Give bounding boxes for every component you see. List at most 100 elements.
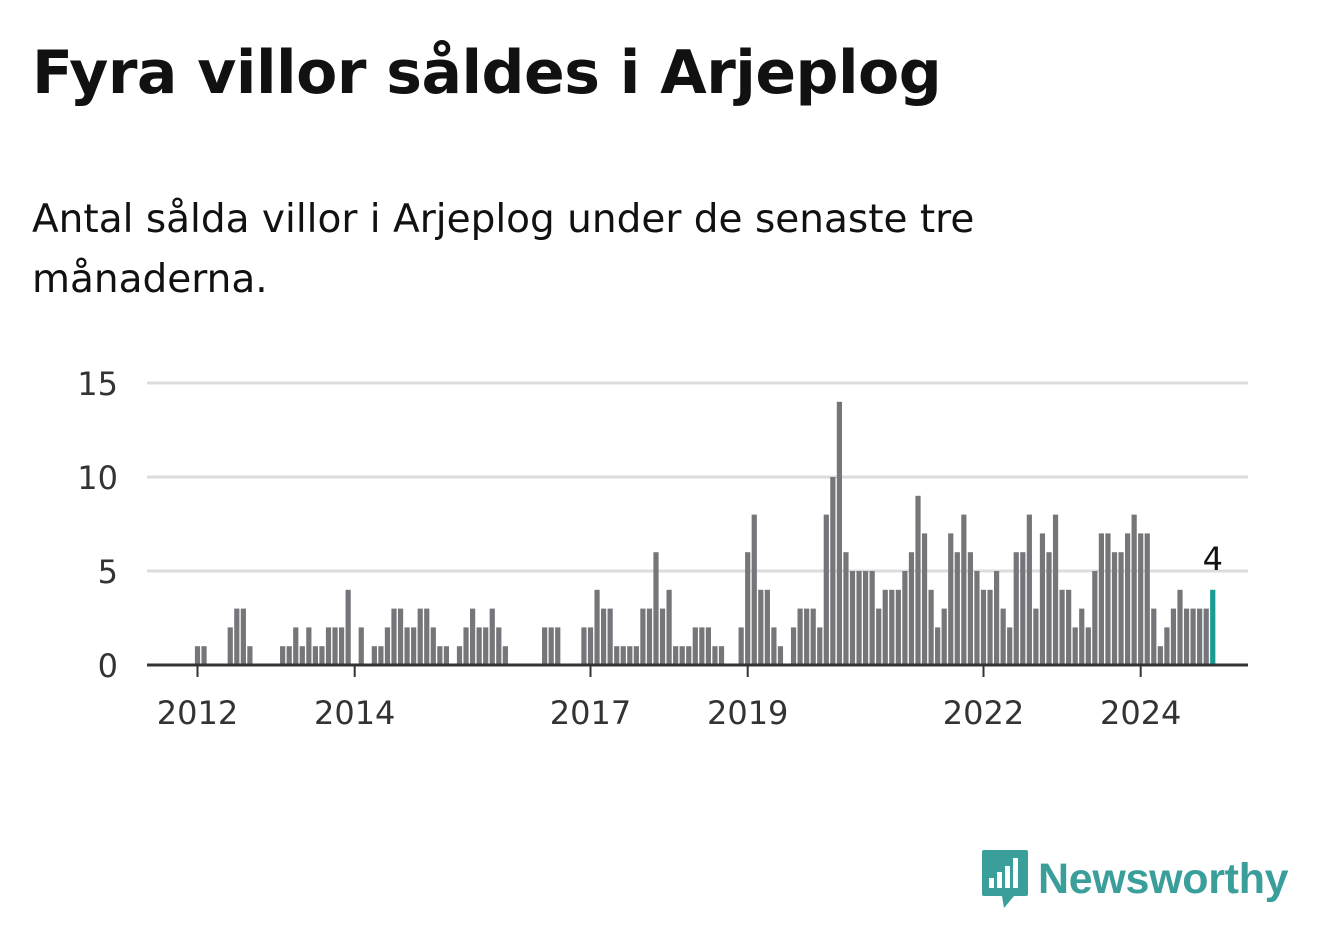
x-tick-label: 2014 (314, 694, 395, 732)
newsworthy-logo: Newsworthy (980, 848, 1289, 910)
bar (692, 627, 698, 665)
bar (699, 627, 705, 665)
bar (384, 627, 391, 665)
bar (758, 589, 764, 665)
chart-title: Fyra villor såldes i Arjeplog (32, 38, 942, 108)
bar (718, 646, 725, 665)
bar (1085, 627, 1091, 665)
x-tick-label: 2019 (707, 694, 788, 732)
bar (319, 646, 325, 665)
y-tick-label: 15 (77, 365, 118, 403)
bar (941, 608, 947, 665)
x-tick-label: 2012 (157, 694, 238, 732)
y-tick-label: 5 (98, 553, 118, 591)
bar (1203, 608, 1209, 665)
bar (489, 608, 495, 665)
bar (987, 589, 993, 665)
bar (967, 552, 973, 665)
bar (404, 627, 410, 665)
bar (496, 627, 502, 665)
bar (601, 608, 607, 665)
bar (286, 646, 292, 665)
bar (659, 608, 666, 665)
bar (1059, 589, 1065, 665)
bar (555, 627, 561, 665)
bar (777, 646, 784, 665)
bar (312, 646, 318, 665)
bar (345, 589, 351, 665)
bar (548, 627, 554, 665)
bar (587, 627, 594, 665)
bar (1072, 627, 1078, 665)
bar (1164, 627, 1170, 665)
bar (790, 627, 797, 665)
bar (1066, 589, 1072, 665)
bar (915, 495, 921, 665)
bar (1020, 552, 1026, 665)
bar (928, 589, 934, 665)
bar (1144, 533, 1150, 665)
bar (227, 627, 233, 665)
bar (397, 608, 404, 665)
bar (299, 646, 305, 665)
bar (633, 646, 639, 665)
x-tick-label: 2024 (1100, 694, 1181, 732)
bar (751, 514, 757, 665)
bar (1079, 608, 1085, 665)
bar (437, 646, 443, 665)
bar (1197, 608, 1203, 665)
bar (594, 589, 600, 665)
bar (810, 608, 816, 665)
bar (339, 627, 345, 665)
bar (1000, 608, 1006, 665)
newsworthy-bar-chart-icon (982, 850, 1028, 908)
bar (1183, 608, 1190, 665)
bar (849, 571, 856, 665)
bar (371, 646, 377, 665)
bar (1092, 571, 1098, 665)
bar (902, 571, 908, 665)
bar (836, 401, 842, 665)
y-tick-label: 0 (98, 647, 118, 685)
bar (686, 646, 692, 665)
bar (581, 627, 587, 665)
bar (764, 589, 770, 665)
bar (620, 646, 626, 665)
bar (1007, 627, 1013, 665)
bar (247, 646, 253, 665)
bar (797, 608, 803, 665)
bar (411, 627, 417, 665)
bar (240, 608, 246, 665)
bar (882, 589, 888, 665)
bar (430, 627, 436, 665)
bar (1177, 589, 1183, 665)
bar (817, 627, 823, 665)
bar (424, 608, 430, 665)
bar (705, 627, 711, 665)
data-label-last: 4 (1203, 540, 1223, 578)
bar (895, 589, 901, 665)
bar (627, 646, 633, 665)
bar (935, 627, 941, 665)
bar (391, 608, 397, 665)
bar (679, 646, 685, 665)
bar (1098, 533, 1104, 665)
x-tick-label: 2017 (550, 694, 631, 732)
bar (1131, 514, 1137, 665)
bar (823, 514, 829, 665)
bar (804, 608, 810, 665)
bar (994, 571, 1000, 665)
bar (280, 646, 286, 665)
bar (908, 552, 915, 665)
bar (1039, 533, 1046, 665)
bar (1151, 608, 1157, 665)
bar (961, 514, 967, 665)
bar (856, 571, 862, 665)
bar (1118, 552, 1124, 665)
bar (863, 571, 869, 665)
bar (542, 627, 548, 665)
bar (948, 533, 954, 665)
bar (234, 608, 240, 665)
bar (712, 646, 718, 665)
bar-highlight (1210, 589, 1216, 665)
